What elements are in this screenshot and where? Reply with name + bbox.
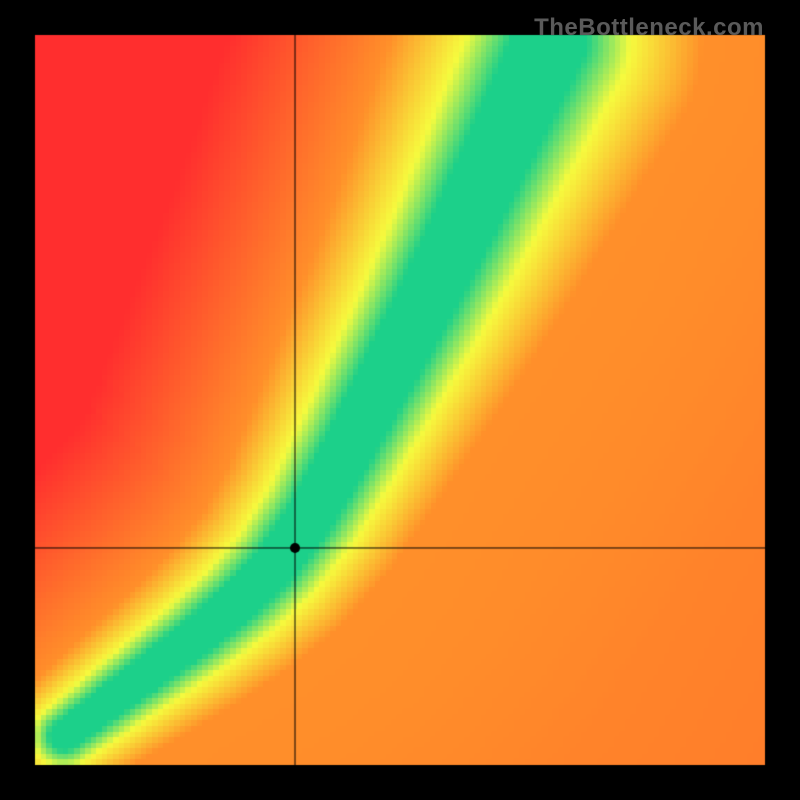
heatmap-chart <box>0 0 800 800</box>
watermark-text: TheBottleneck.com <box>534 14 764 42</box>
chart-container: TheBottleneck.com <box>0 0 800 800</box>
